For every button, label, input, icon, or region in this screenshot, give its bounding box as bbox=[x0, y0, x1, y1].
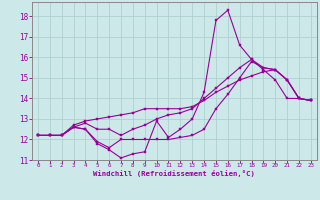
X-axis label: Windchill (Refroidissement éolien,°C): Windchill (Refroidissement éolien,°C) bbox=[93, 170, 255, 177]
